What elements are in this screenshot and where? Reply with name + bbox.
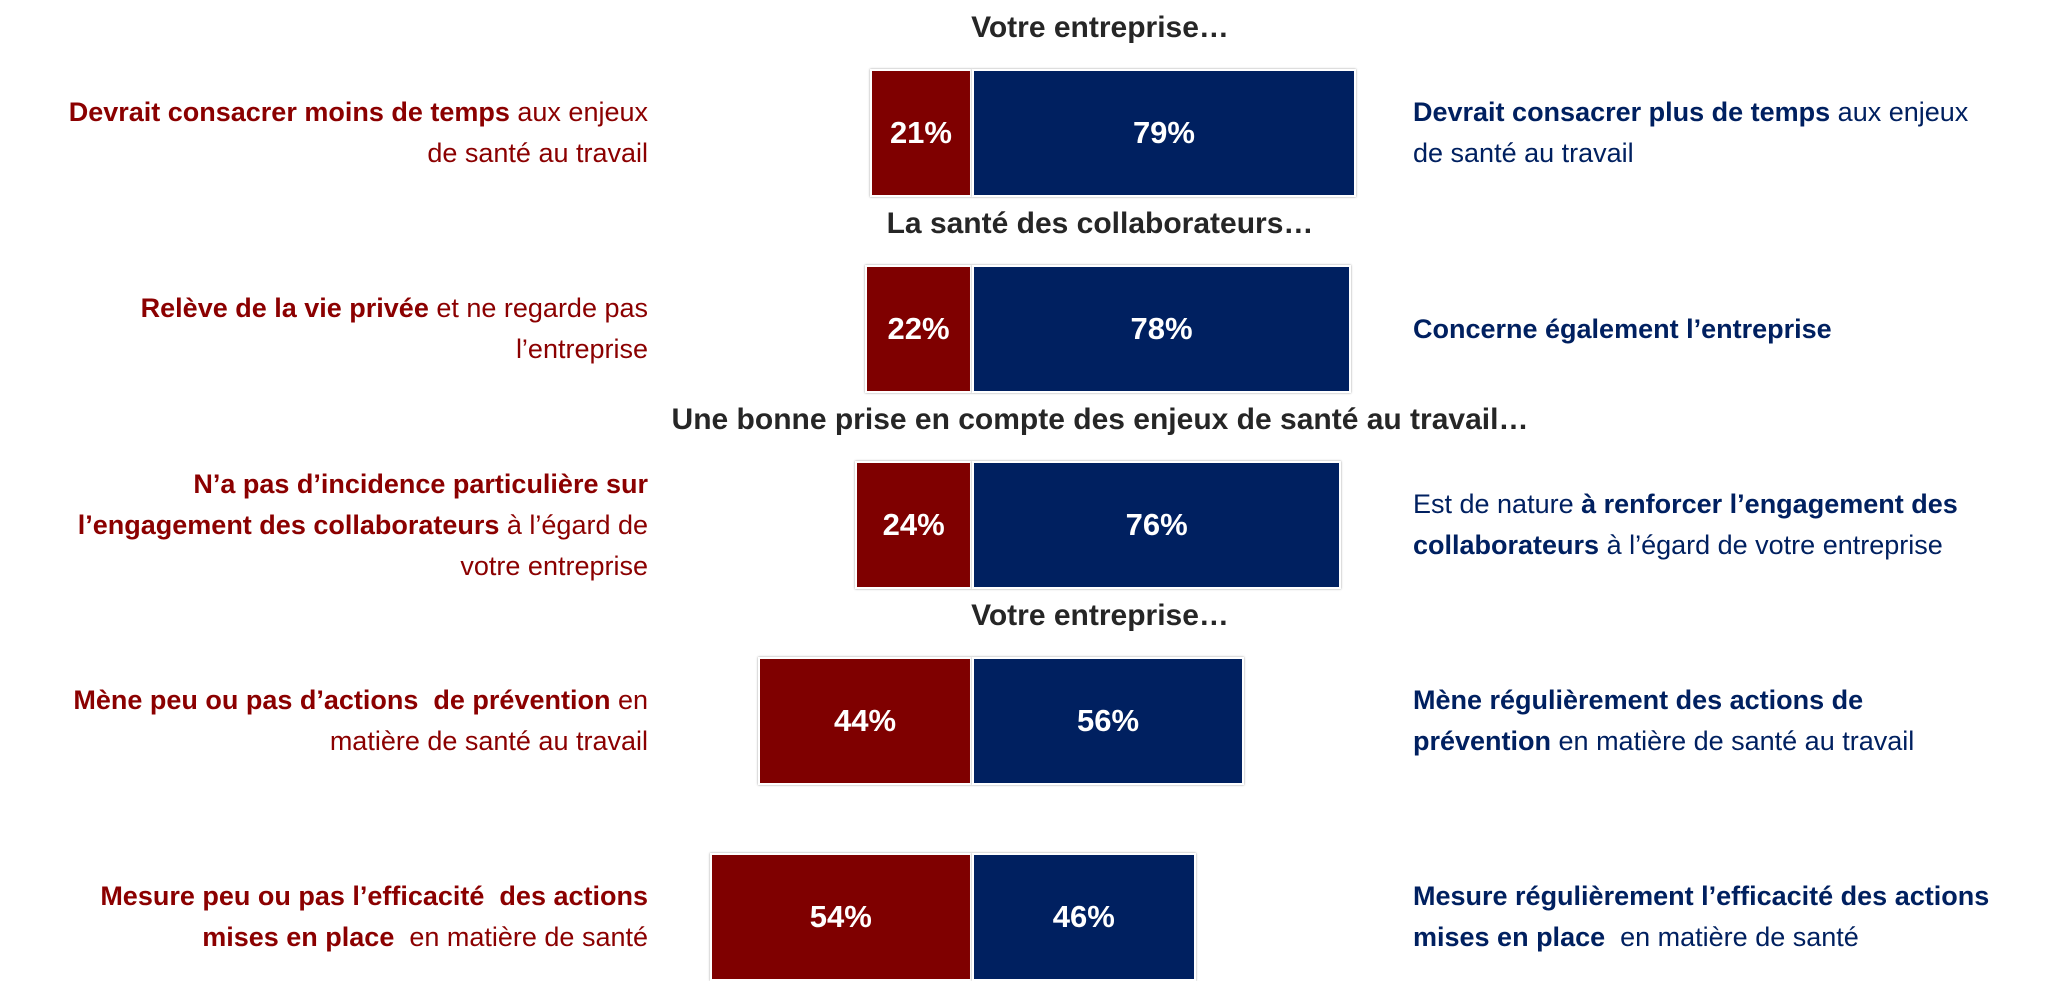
label-text: matière de santé au travail (329, 726, 648, 756)
value-label: 21% (889, 115, 952, 150)
label-text: Devrait consacrer moins de temps (68, 97, 510, 127)
label-text: à l’égard de (499, 509, 648, 540)
label-line: Est de nature à renforcer l’engagement d… (1413, 484, 2053, 525)
bar: 21% (869, 69, 972, 197)
label-text: Mesure peu ou pas l’efficacité des actio… (100, 881, 648, 911)
value-label: 22% (887, 311, 950, 346)
left-label: N’a pas d’incidence particulière sur l’en… (0, 464, 648, 587)
label-text: Concerne également l’entreprise (1413, 313, 1832, 344)
label-text: prévention (1413, 726, 1552, 756)
right-label: Mène régulièrement des actions de prévent… (1413, 680, 2053, 762)
label-text: en matière de santé (1605, 922, 1859, 952)
label-text: l’entreprise (515, 334, 648, 364)
label-text: aux enjeux (509, 97, 648, 127)
label-text: Relève de la vie privée (140, 293, 429, 323)
bar: 24% (855, 461, 972, 589)
label-line: Mesure régulièrement l’efficacité des ac… (1413, 876, 2053, 917)
bar: 76% (972, 461, 1342, 589)
label-line: l’entreprise (0, 329, 648, 370)
value-label: 78% (1130, 311, 1193, 346)
label-line: prévention en matière de santé au travai… (1413, 721, 2053, 762)
left-label: Devrait consacrer moins de temps aux enj… (0, 92, 648, 174)
bar: 78% (972, 265, 1352, 393)
label-text: de santé au travail (427, 138, 648, 168)
row-header: Votre entreprise… (971, 599, 1229, 632)
label-text: en (610, 685, 648, 715)
label-text: en matière de santé au travail (1551, 726, 1915, 756)
label-line: Concerne également l’entreprise (1413, 309, 2053, 350)
label-line: Mène peu ou pas d’actions de prévention … (0, 680, 648, 721)
label-text: l’engagement des collaborateurs (77, 509, 500, 540)
label-text: Est de nature (1413, 489, 1582, 519)
bar: 56% (972, 657, 1245, 785)
label-text: Mène peu ou pas d’actions de prévention (73, 685, 611, 715)
right-label: Devrait consacrer plus de temps aux enje… (1413, 92, 2053, 174)
label-text: à l’égard de votre entreprise (1599, 530, 1943, 560)
label-text: aux enjeux (1830, 97, 1969, 127)
label-line: l’engagement des collaborateurs à l’égar… (0, 505, 648, 546)
value-label: 24% (882, 507, 945, 542)
right-label: Mesure régulièrement l’efficacité des ac… (1413, 876, 2053, 958)
label-text: à renforcer l’engagement des (1581, 489, 1958, 519)
label-text: Devrait consacrer plus de temps (1413, 97, 1831, 127)
label-line: Mène régulièrement des actions de (1413, 680, 2053, 721)
value-label: 44% (834, 703, 897, 738)
label-text: N’a pas d’incidence particulière sur (193, 468, 648, 499)
label-text: votre entreprise (460, 550, 648, 581)
right-label: Concerne également l’entreprise (1413, 309, 2053, 350)
row-header: La santé des collaborateurs… (886, 207, 1314, 240)
value-label: 46% (1052, 899, 1115, 934)
label-line: Relève de la vie privée et ne regarde pa… (0, 288, 648, 329)
row-header: Votre entreprise… (971, 11, 1229, 44)
row-header: Une bonne prise en compte des enjeux de … (671, 403, 1529, 436)
right-label: Est de nature à renforcer l’engagement d… (1413, 484, 2053, 566)
label-text: collaborateurs (1413, 530, 1600, 560)
label-line: mises en place en matière de santé (0, 917, 648, 958)
label-line: mises en place en matière de santé (1413, 917, 2053, 958)
label-text: en matière de santé (394, 922, 648, 952)
bar: 44% (758, 657, 972, 785)
value-label: 54% (809, 899, 872, 934)
value-label: 76% (1125, 507, 1188, 542)
label-line: votre entreprise (0, 546, 648, 587)
label-text: Mesure régulièrement l’efficacité des ac… (1413, 881, 1990, 911)
left-label: Mène peu ou pas d’actions de prévention … (0, 680, 648, 762)
label-line: Devrait consacrer plus de temps aux enje… (1413, 92, 2053, 133)
label-line: de santé au travail (1413, 133, 2053, 174)
bar: 22% (865, 265, 972, 393)
value-label: 56% (1077, 703, 1140, 738)
label-line: matière de santé au travail (0, 721, 648, 762)
label-text: et ne regarde pas (428, 293, 648, 323)
label-line: Mesure peu ou pas l’efficacité des actio… (0, 876, 648, 917)
label-line: collaborateurs à l’égard de votre entrep… (1413, 525, 2053, 566)
bar: 79% (972, 69, 1356, 197)
label-text: Mène régulièrement des actions de (1413, 685, 1864, 715)
label-line: N’a pas d’incidence particulière sur (0, 464, 648, 505)
label-text: mises en place (202, 922, 395, 952)
label-line: de santé au travail (0, 133, 648, 174)
value-label: 79% (1132, 115, 1195, 150)
label-text: mises en place (1413, 922, 1606, 952)
label-text: de santé au travail (1413, 138, 1634, 168)
bar: 54% (709, 853, 972, 981)
label-line: Devrait consacrer moins de temps aux enj… (0, 92, 648, 133)
left-label: Relève de la vie privée et ne regarde pa… (0, 288, 648, 370)
bar: 46% (972, 853, 1196, 981)
left-label: Mesure peu ou pas l’efficacité des actio… (0, 876, 648, 958)
